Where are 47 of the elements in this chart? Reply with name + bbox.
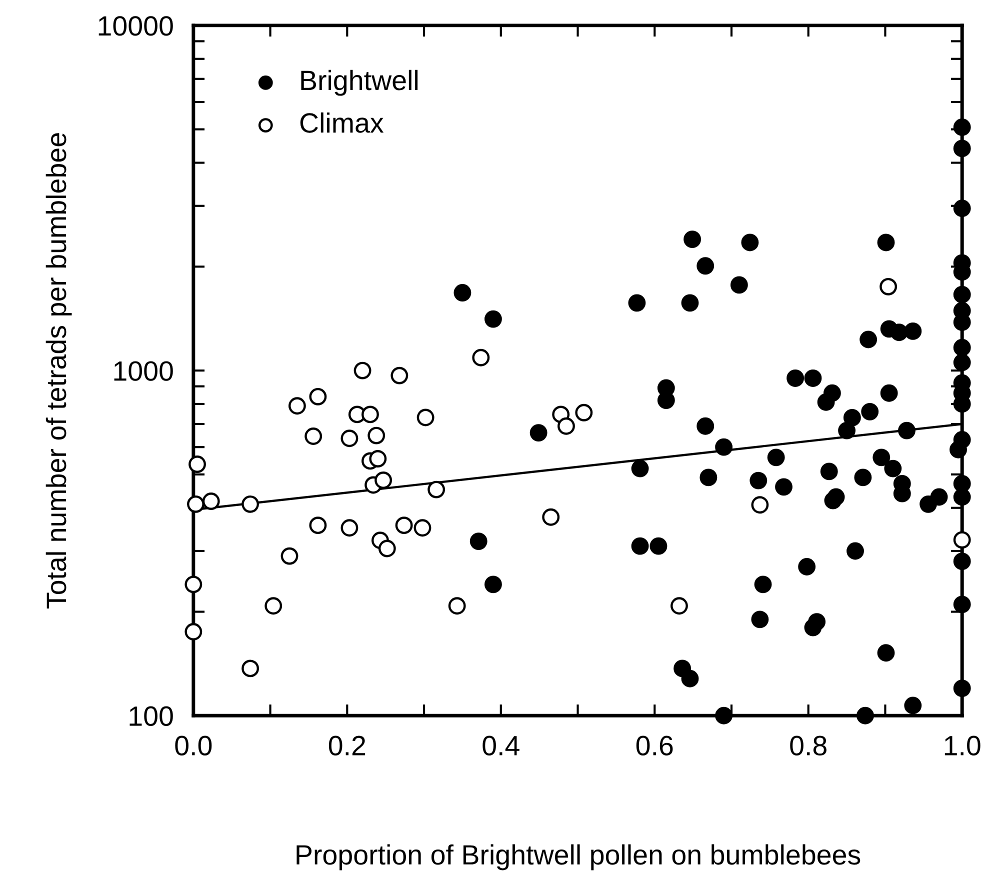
x-tick-label: 1.0 <box>944 736 980 756</box>
point <box>368 426 386 444</box>
point <box>880 278 898 296</box>
point <box>309 516 327 534</box>
point <box>264 597 282 615</box>
point <box>395 516 413 534</box>
point <box>575 404 593 422</box>
point <box>416 408 434 426</box>
point <box>390 366 408 384</box>
point <box>304 428 322 445</box>
y-axis-title: Total number of tetrads per bumblebee <box>46 133 72 608</box>
point <box>448 597 466 615</box>
y-tick-label: 10000 <box>98 16 173 36</box>
legend-label: Brightwell <box>301 70 418 96</box>
point <box>374 472 392 489</box>
point <box>309 388 327 406</box>
point <box>751 496 769 514</box>
point <box>202 492 220 510</box>
point <box>288 397 306 415</box>
x-tick-label: 0.2 <box>328 736 366 756</box>
point <box>369 450 387 468</box>
point <box>542 508 560 526</box>
x-axis-title: Proportion of Brightwell pollen on bumblebees <box>296 844 860 870</box>
point <box>340 519 358 537</box>
x-tick-label: 0.6 <box>636 736 673 756</box>
point <box>184 623 202 640</box>
point <box>280 547 298 565</box>
point <box>184 576 202 594</box>
point <box>558 417 575 435</box>
point <box>242 495 260 513</box>
point <box>670 597 688 615</box>
point <box>188 456 206 473</box>
point <box>428 480 446 498</box>
x-tick-label: 0.8 <box>790 736 826 756</box>
point <box>340 430 358 448</box>
legend-label: Climax <box>300 112 384 133</box>
point <box>242 660 260 678</box>
y-tick-label: 100 <box>130 706 173 726</box>
x-tick-label: 0.0 <box>175 736 212 756</box>
point <box>472 348 490 366</box>
x-tick-label: 0.4 <box>482 736 520 756</box>
point <box>414 519 432 537</box>
point <box>378 540 396 558</box>
y-tick-label: 1000 <box>114 361 173 381</box>
point <box>953 531 971 549</box>
point <box>362 406 379 424</box>
point <box>354 362 372 380</box>
